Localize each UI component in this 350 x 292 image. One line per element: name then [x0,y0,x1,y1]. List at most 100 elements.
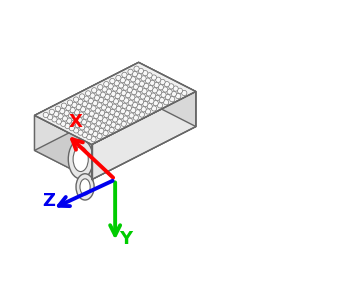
Circle shape [158,85,163,90]
Circle shape [160,79,165,85]
Circle shape [70,107,75,113]
Circle shape [163,100,169,105]
Circle shape [98,115,103,121]
Circle shape [112,104,117,109]
Ellipse shape [73,147,88,171]
Circle shape [72,102,77,107]
Circle shape [91,137,96,142]
Circle shape [128,100,133,105]
Circle shape [131,77,136,82]
Circle shape [69,126,75,131]
Circle shape [139,112,145,117]
Circle shape [135,110,140,115]
Circle shape [148,86,153,91]
Circle shape [165,94,170,100]
Circle shape [144,83,149,88]
Circle shape [99,110,105,115]
Circle shape [141,76,146,81]
Circle shape [97,133,102,139]
Circle shape [145,96,150,101]
Circle shape [182,91,187,96]
Circle shape [101,105,106,110]
Circle shape [48,114,53,120]
Circle shape [52,117,57,122]
Circle shape [89,111,94,116]
Circle shape [154,82,159,88]
Circle shape [164,81,169,87]
Circle shape [54,112,59,117]
Circle shape [169,84,174,89]
Circle shape [106,120,112,125]
Circle shape [147,104,152,109]
Circle shape [171,91,176,96]
Circle shape [94,126,99,131]
Polygon shape [92,91,196,180]
Circle shape [169,97,175,102]
Circle shape [58,114,63,119]
Circle shape [43,112,48,118]
Circle shape [140,94,145,99]
Circle shape [177,88,183,93]
Circle shape [114,81,119,86]
Circle shape [117,119,122,124]
Circle shape [102,87,107,92]
Circle shape [138,68,143,74]
Circle shape [104,81,109,87]
Circle shape [161,92,166,97]
Circle shape [105,107,111,112]
Circle shape [155,95,160,100]
Circle shape [96,121,101,126]
Circle shape [145,78,150,83]
Circle shape [150,93,156,98]
Circle shape [115,93,120,99]
Polygon shape [35,115,92,180]
Circle shape [61,121,66,126]
Polygon shape [35,62,196,145]
Circle shape [55,106,61,112]
Circle shape [121,90,126,95]
Circle shape [106,89,112,94]
Circle shape [83,114,88,119]
Circle shape [61,103,66,108]
Circle shape [105,125,110,131]
Circle shape [100,123,106,128]
Circle shape [115,124,120,130]
Circle shape [82,101,88,107]
Circle shape [64,111,69,116]
Circle shape [109,96,114,102]
Circle shape [56,119,62,124]
Circle shape [136,92,141,97]
Circle shape [71,120,76,126]
Text: X: X [68,113,82,131]
Circle shape [142,70,148,76]
Circle shape [108,114,113,120]
Ellipse shape [76,174,94,200]
Circle shape [109,127,114,133]
Circle shape [151,75,156,80]
Circle shape [131,107,136,113]
Circle shape [128,69,133,74]
Circle shape [103,100,108,105]
Circle shape [103,131,108,136]
Circle shape [158,103,163,108]
Circle shape [49,109,55,114]
Circle shape [134,97,139,102]
Circle shape [110,79,115,84]
Circle shape [133,84,138,89]
Circle shape [85,109,90,114]
Circle shape [93,131,98,137]
Circle shape [117,88,122,93]
Circle shape [88,98,93,103]
Circle shape [149,98,154,104]
Circle shape [102,118,107,123]
Circle shape [116,75,121,81]
Circle shape [81,119,86,125]
Circle shape [125,80,130,85]
Circle shape [66,105,71,111]
Circle shape [132,102,138,107]
Circle shape [147,73,152,78]
Circle shape [173,86,178,91]
Circle shape [113,99,119,104]
Circle shape [138,99,143,105]
Circle shape [138,86,143,92]
